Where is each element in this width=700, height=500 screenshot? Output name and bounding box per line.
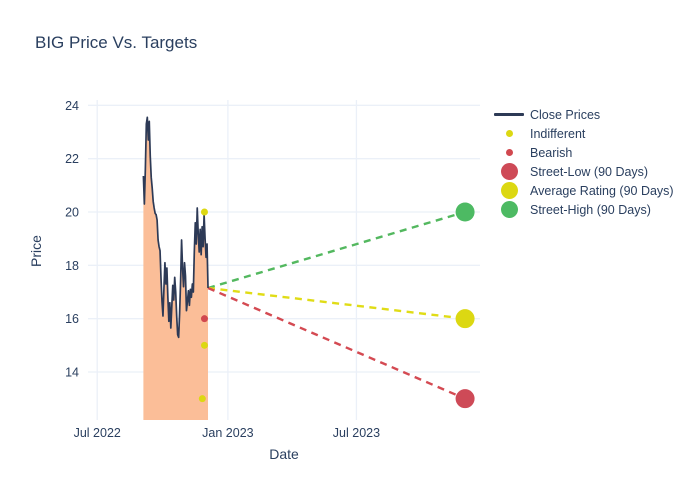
y-tick-label: 18: [65, 259, 79, 273]
y-tick-label: 20: [65, 206, 79, 220]
y-tick-label: 16: [65, 312, 79, 326]
target-bubble[interactable]: [455, 202, 475, 222]
x-axis-label: Date: [269, 446, 299, 462]
average-rating-bubble-icon: [488, 182, 530, 199]
legend-item-bearish[interactable]: Bearish: [488, 143, 674, 162]
legend-label-close-prices: Close Prices: [530, 107, 601, 122]
target-bubble[interactable]: [455, 309, 475, 329]
y-tick-label: 24: [65, 99, 79, 113]
legend-label-average-rating: Average Rating (90 Days): [530, 183, 674, 198]
x-tick-label: Jan 2023: [202, 426, 253, 440]
legend-item-street-high[interactable]: Street-High (90 Days): [488, 200, 674, 219]
close-prices-area: [143, 117, 209, 420]
rating-dot[interactable]: [200, 208, 208, 216]
street-low-bubble-icon: [488, 163, 530, 180]
legend-label-street-low: Street-Low (90 Days): [530, 164, 649, 179]
x-tick-label: Jul 2023: [333, 426, 380, 440]
target-bubble[interactable]: [455, 389, 475, 409]
y-tick-label: 22: [65, 152, 79, 166]
rating-dot[interactable]: [200, 315, 208, 323]
rating-dot[interactable]: [200, 341, 208, 349]
rating-dot[interactable]: [198, 395, 206, 403]
legend-item-indifferent[interactable]: Indifferent: [488, 124, 674, 143]
legend-item-close-prices[interactable]: Close Prices: [488, 105, 674, 124]
legend-item-street-low[interactable]: Street-Low (90 Days): [488, 162, 674, 181]
x-tick-label: Jul 2022: [74, 426, 121, 440]
indifferent-dot-icon: [488, 130, 530, 137]
bearish-dot-icon: [488, 149, 530, 156]
legend-item-average-rating[interactable]: Average Rating (90 Days): [488, 181, 674, 200]
target-dash-line: [207, 286, 466, 320]
legend-label-bearish: Bearish: [530, 145, 573, 160]
legend-label-street-high: Street-High (90 Days): [530, 202, 651, 217]
y-tick-label: 14: [65, 366, 79, 380]
target-dash-line: [207, 286, 466, 400]
street-high-bubble-icon: [488, 201, 530, 218]
y-axis-label: Price: [28, 235, 44, 267]
close-prices-line[interactable]: [142, 116, 209, 339]
legend: Close Prices Indifferent Bearish Street-…: [488, 105, 674, 219]
chart-title: BIG Price Vs. Targets: [35, 33, 198, 52]
legend-label-indifferent: Indifferent: [530, 126, 586, 141]
target-dash-line: [207, 210, 466, 290]
close-prices-line-icon: [488, 113, 530, 116]
